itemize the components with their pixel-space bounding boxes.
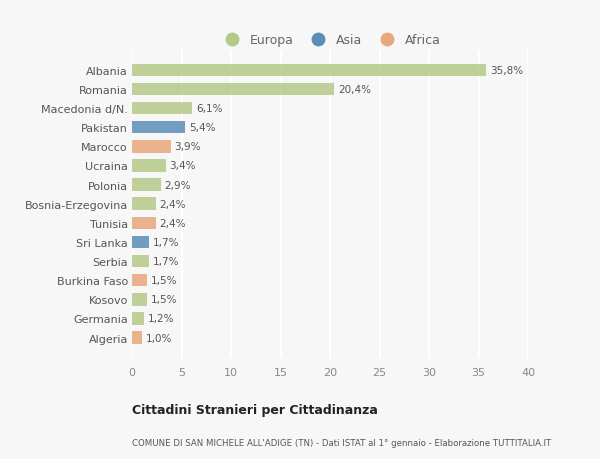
Bar [132,179,161,191]
Text: 1,2%: 1,2% [148,314,175,324]
Text: 1,7%: 1,7% [153,237,179,247]
Text: 35,8%: 35,8% [490,66,524,76]
Bar [132,293,147,306]
Text: COMUNE DI SAN MICHELE ALL'ADIGE (TN) - Dati ISTAT al 1° gennaio - Elaborazione T: COMUNE DI SAN MICHELE ALL'ADIGE (TN) - D… [132,438,551,447]
Text: 2,4%: 2,4% [160,218,186,228]
Text: 2,9%: 2,9% [164,180,191,190]
Bar [132,236,149,249]
Text: 1,5%: 1,5% [151,295,178,305]
Bar [132,198,156,211]
Text: 6,1%: 6,1% [196,104,223,114]
Bar [132,274,147,287]
Bar [132,332,142,344]
Text: 1,0%: 1,0% [146,333,172,343]
Bar [132,217,156,230]
Bar [132,122,185,134]
Text: 1,5%: 1,5% [151,275,178,285]
Text: 1,7%: 1,7% [153,257,179,267]
Bar [132,313,144,325]
Text: 3,4%: 3,4% [170,161,196,171]
Bar [132,64,487,77]
Bar [132,255,149,268]
Bar [132,160,166,172]
Text: 20,4%: 20,4% [338,85,371,95]
Text: 2,4%: 2,4% [160,199,186,209]
Text: 5,4%: 5,4% [190,123,216,133]
Text: Cittadini Stranieri per Cittadinanza: Cittadini Stranieri per Cittadinanza [132,403,378,416]
Text: 3,9%: 3,9% [175,142,201,152]
Bar [132,84,334,96]
Legend: Europa, Asia, Africa: Europa, Asia, Africa [215,29,445,52]
Bar [132,103,193,115]
Bar [132,141,170,153]
